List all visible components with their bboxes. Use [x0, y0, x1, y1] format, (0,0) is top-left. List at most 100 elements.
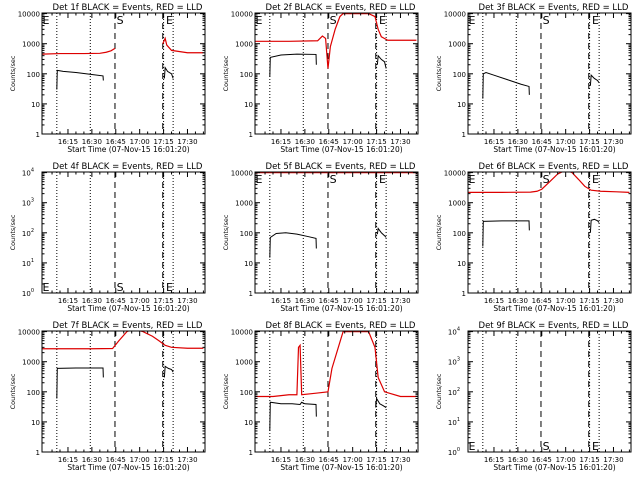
marker-label-e: E: [166, 14, 173, 27]
y-tick-label: 10000: [231, 329, 253, 337]
y-axis-label: Counts/sec: [9, 55, 17, 91]
x-tick-label: 17:30: [603, 456, 623, 464]
x-tick-label: 17:00: [130, 138, 150, 146]
panel-4: Det 4f BLACK = Events, RED = LLD 100 101 10…: [9, 162, 206, 313]
y-tick-label: 101: [448, 417, 460, 427]
series-group: [42, 331, 204, 399]
panel-title: Det 7f BLACK = Events, RED = LLD: [53, 321, 203, 331]
marker-label-e: E: [42, 14, 49, 27]
y-tick-label: 100: [448, 447, 460, 457]
y-tick-label: 100: [240, 230, 253, 238]
marker-label-e: E: [592, 440, 599, 453]
events-series-line: [482, 72, 530, 99]
y-tick-label: 100: [240, 71, 253, 79]
marker-label-e: E: [468, 14, 475, 27]
x-tick-label: 17:30: [603, 138, 623, 146]
x-tick-label: 16:45: [532, 456, 552, 464]
panel-1: Det 1f BLACK = Events, RED = LLD 1 10 100 10…: [9, 3, 206, 154]
x-tick-label: 17:15: [153, 456, 173, 464]
x-tick-label: 16:30: [295, 138, 315, 146]
marker-label-e: E: [592, 14, 599, 27]
y-tick-label: 1: [36, 131, 40, 139]
x-tick-label: 17:15: [366, 456, 386, 464]
events-series-line: [376, 227, 387, 238]
y-tick-label: 10000: [444, 11, 466, 19]
x-tick-label: 16:45: [319, 297, 339, 305]
marker-label-e: E: [42, 281, 49, 294]
x-tick-label: 17:00: [343, 297, 363, 305]
x-tick-label: 17:30: [177, 456, 197, 464]
x-tick-label: 17:30: [390, 456, 410, 464]
x-tick-label: 17:30: [177, 138, 197, 146]
y-tick-label: 10000: [18, 11, 40, 19]
lld-series-line: [255, 331, 417, 398]
x-axis-label: Start Time (07-Nov-15 16:01:20): [67, 463, 189, 472]
y-tick-label: 1: [462, 290, 466, 298]
x-tick-label: 17:00: [556, 456, 576, 464]
x-tick-label: 17:30: [390, 297, 410, 305]
lld-series-line: [162, 36, 204, 54]
x-axis-label: Start Time (07-Nov-15 16:01:20): [493, 304, 615, 313]
lld-series-line: [42, 47, 116, 55]
series-group: [468, 172, 630, 247]
x-tick-label: 16:15: [271, 456, 291, 464]
panel-6: Det 6f BLACK = Events, RED = LLD 1 10 100 10…: [435, 162, 632, 313]
plot-frame: [41, 171, 206, 294]
x-tick-label: 17:15: [579, 138, 599, 146]
marker-label-s: S: [117, 14, 124, 27]
marker-label-s: S: [543, 440, 550, 453]
y-tick-label: 1000: [22, 359, 40, 367]
y-tick-label: 10: [457, 101, 466, 109]
y-tick-label: 1000: [448, 41, 466, 49]
x-tick-label: 16:45: [532, 138, 552, 146]
marker-label-e: E: [468, 440, 475, 453]
y-tick-label: 1000: [235, 41, 253, 49]
x-tick-label: 16:15: [484, 456, 504, 464]
marker-label-s: S: [543, 14, 550, 27]
events-series-line: [56, 69, 104, 90]
marker-label-s: S: [543, 173, 550, 186]
x-tick-label: 16:15: [484, 138, 504, 146]
marker-label-s: S: [330, 173, 337, 186]
x-tick-label: 17:00: [130, 297, 150, 305]
y-tick-label: 1000: [448, 200, 466, 208]
plot-frame: [254, 12, 419, 135]
events-series-line: [163, 66, 174, 79]
x-tick-label: 17:15: [153, 297, 173, 305]
y-axis-label: Counts/sec: [9, 373, 17, 409]
marker-label-e: E: [379, 173, 386, 186]
x-tick-label: 17:15: [153, 138, 173, 146]
y-tick-label: 1000: [235, 359, 253, 367]
lld-series-line: [468, 172, 630, 193]
events-series-line: [589, 74, 600, 86]
y-tick-label: 103: [22, 198, 34, 208]
y-tick-label: 10: [244, 419, 253, 427]
y-tick-label: 102: [22, 228, 34, 238]
panel-title: Det 9f BLACK = Events, RED = LLD: [479, 321, 629, 331]
panel-2: Det 2f BLACK = Events, RED = LLD 1 10 100 10…: [222, 3, 419, 154]
marker-label-e: E: [255, 173, 262, 186]
y-tick-label: 104: [448, 327, 460, 337]
panel-title: Det 1f BLACK = Events, RED = LLD: [53, 3, 203, 13]
x-tick-label: 16:15: [58, 297, 78, 305]
y-tick-label: 101: [22, 258, 34, 268]
y-tick-label: 1000: [22, 41, 40, 49]
x-tick-label: 16:45: [106, 138, 126, 146]
x-tick-label: 16:45: [106, 456, 126, 464]
series-group: [482, 72, 600, 99]
y-axis-label: Counts/sec: [435, 214, 443, 250]
y-axis-label: Counts/sec: [222, 55, 230, 91]
x-tick-label: 17:00: [343, 456, 363, 464]
x-tick-label: 16:45: [532, 297, 552, 305]
y-tick-label: 10: [244, 260, 253, 268]
x-tick-label: 16:30: [82, 138, 102, 146]
panel-title: Det 5f BLACK = Events, RED = LLD: [266, 162, 416, 172]
y-tick-label: 10000: [231, 170, 253, 178]
x-tick-label: 17:30: [603, 297, 623, 305]
x-tick-label: 17:00: [130, 456, 150, 464]
panel-8: Det 8f BLACK = Events, RED = LLD 1 10 100 10…: [222, 321, 419, 472]
x-tick-label: 17:00: [556, 138, 576, 146]
events-series-line: [482, 220, 530, 247]
y-tick-label: 10000: [231, 11, 253, 19]
y-tick-label: 10000: [444, 170, 466, 178]
